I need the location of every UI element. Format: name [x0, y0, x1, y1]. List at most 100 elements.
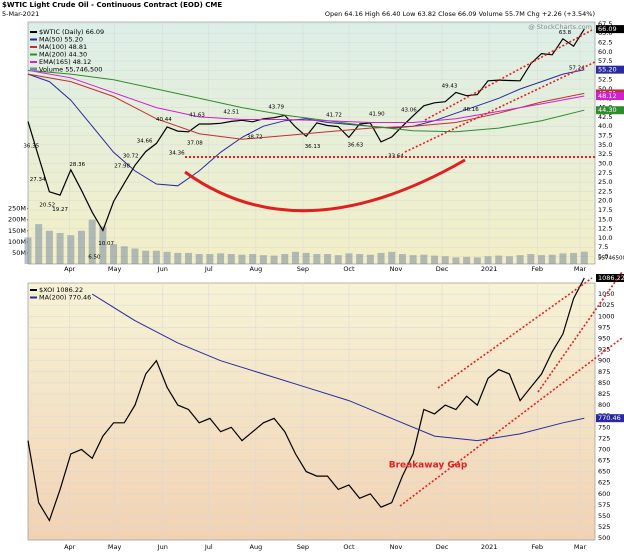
price-annotation: 37.08 [187, 141, 203, 147]
legend-value: 66.09 [86, 28, 105, 36]
y-tick-label: 925 [598, 346, 610, 354]
volume-tick-label: 50M [12, 249, 26, 257]
price-annotation: 10.07 [98, 241, 114, 247]
price-annotation: 36.63 [347, 142, 363, 148]
y-tick-label: 600 [598, 490, 610, 498]
legend-label: MA(200) [39, 294, 67, 302]
annotation: Breakaway Gap [389, 461, 468, 471]
y-tick-label: 25.0 [598, 178, 612, 186]
x-tick-label: Jun [157, 265, 168, 273]
volume-bar [238, 254, 246, 264]
volume-bar [184, 252, 192, 264]
volume-bar [110, 244, 118, 264]
price-annotation: 20.52 [39, 202, 55, 208]
volume-tick-label: 150M [8, 227, 26, 235]
value-tag [596, 25, 624, 34]
volume-bar [356, 254, 364, 264]
y-tick-label: 22.5 [598, 187, 612, 195]
price-annotation: 57.24 [569, 66, 585, 72]
volume-bar [559, 253, 567, 264]
price-annotation: 27.98 [114, 163, 130, 169]
volume-bar [227, 254, 235, 264]
y-tick-label: 550 [598, 512, 610, 520]
moving-average [27, 69, 585, 133]
legend-label: MA(50) [39, 36, 62, 44]
price-annotation: 6.50 [88, 254, 101, 260]
volume-bar [152, 250, 160, 264]
legend-label: MA(100) [39, 43, 67, 51]
x-tick-label: May [108, 543, 122, 551]
channel-upper-2 [437, 277, 593, 389]
volume-bar [45, 230, 53, 264]
y-tick-label: 57.5 [598, 57, 612, 65]
value-tag-label: 770.46 [598, 414, 621, 422]
price-annotation: 40.44 [156, 117, 172, 123]
volume-bar [420, 254, 428, 264]
y-tick-label: 950 [598, 334, 610, 342]
price-annotation: 19.27 [52, 207, 68, 213]
volume-bar [441, 256, 449, 264]
y-tick-label: 675 [598, 457, 610, 465]
y-tick-label: 35.0 [598, 141, 612, 149]
volume-bar [495, 255, 503, 264]
value-tag [596, 106, 624, 115]
rounding-arc [184, 158, 466, 213]
volume-bar [270, 255, 278, 264]
legend-value: 55.20 [64, 36, 83, 44]
moving-average [27, 69, 585, 123]
legend-swatch [30, 67, 37, 72]
y-tick-label: 32.5 [598, 150, 612, 158]
volume-bar [366, 254, 374, 264]
value-tag-label: 55.20 [598, 66, 617, 74]
volume-bar [313, 254, 321, 264]
channel-lower [404, 61, 596, 153]
volume-bar [56, 233, 64, 264]
x-tick-label: Jul [204, 265, 213, 273]
price-annotation: 46.16 [463, 107, 479, 113]
x-tick-label: Nov [390, 543, 403, 551]
y-tick-label: 12.5 [598, 225, 612, 233]
y-tick-label: 1000 [598, 312, 615, 320]
y-tick-label: 60.0 [598, 48, 612, 56]
legend-value: 48.81 [69, 43, 88, 51]
y-tick-label: 900 [598, 357, 610, 365]
volume-bar [388, 251, 396, 264]
price-annotation: 49.43 [442, 84, 458, 90]
price-annotation: 43.79 [268, 105, 284, 111]
volume-bar [88, 219, 96, 264]
y-tick-label: 525 [598, 523, 610, 531]
value-tag-label: 1086.22 [598, 274, 624, 282]
price-annotation: 36.13 [305, 144, 321, 150]
volume-bar [452, 257, 460, 264]
price-annotation: 27.34 [30, 177, 46, 183]
y-tick-label: 65.0 [598, 29, 612, 37]
moving-average [27, 69, 585, 187]
volume-bar [516, 255, 524, 264]
y-tick-label: 15.0 [598, 215, 612, 223]
volume-bar [259, 255, 267, 264]
volume-bar [548, 254, 556, 264]
value-tag [596, 65, 624, 74]
y-tick-label: 875 [598, 368, 610, 376]
y-tick-label: 67.5 [598, 20, 612, 28]
y-tick-label: 52.5 [598, 76, 612, 84]
y-tick-label: 850 [598, 379, 610, 387]
y-tick-label: 1050 [598, 290, 615, 298]
volume-bar [217, 253, 225, 264]
x-tick-label: Aug [250, 265, 263, 273]
x-tick-label: May [108, 265, 122, 273]
legend-value: 48.12 [73, 58, 92, 66]
y-tick-label: 825 [598, 390, 610, 398]
volume-bar [99, 226, 107, 264]
legend-label: $WTIC (Daily) [39, 28, 84, 36]
price-annotation: 33.64 [388, 153, 404, 159]
volume-bar [142, 250, 150, 264]
price-annotation: 36.35 [23, 143, 39, 149]
volume-tick-label: 250M [8, 205, 26, 213]
legend-label: Volume [39, 66, 63, 74]
volume-bar [463, 256, 471, 264]
volume-bar [324, 254, 332, 264]
price-annotation: 41.72 [326, 112, 342, 118]
y-tick-label: 42.5 [598, 113, 612, 121]
y-tick-label: 20.0 [598, 197, 612, 205]
